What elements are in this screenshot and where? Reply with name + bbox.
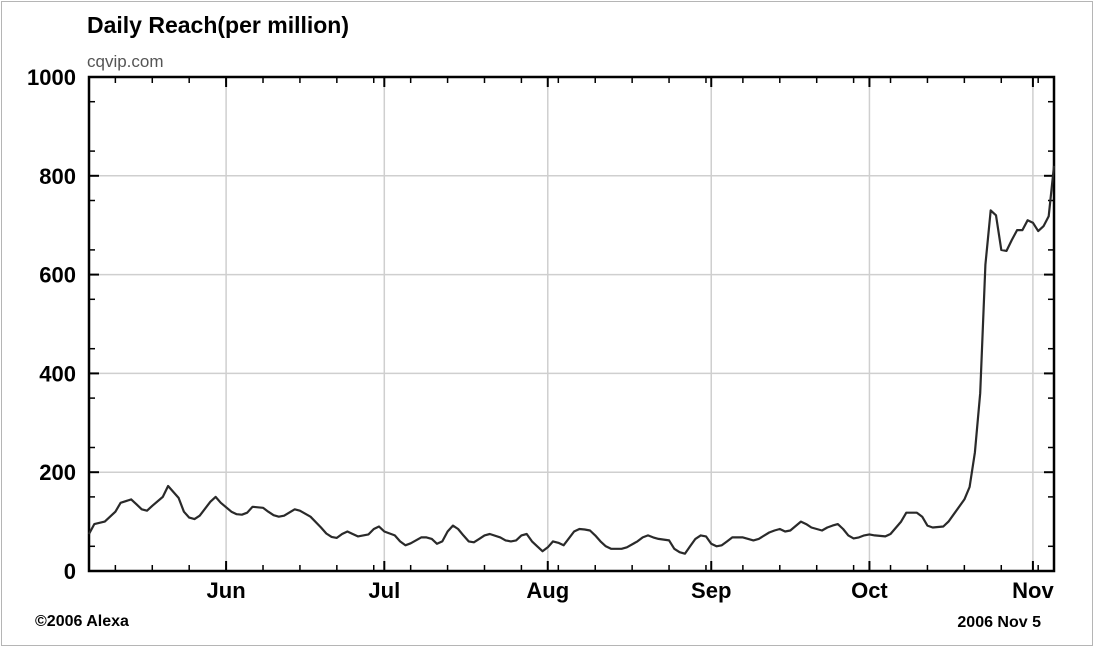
y-axis-labels: 1000 800 600 400 200 0 [27,65,76,584]
y-tick-label: 200 [39,460,76,485]
x-tick-label: Oct [851,578,888,603]
chart-subtitle: cqvip.com [87,52,164,71]
y-tick-label: 400 [39,361,76,386]
x-tick-label: Nov [1012,578,1054,603]
series-line-daily-reach [88,165,1056,555]
grid-lines [89,77,1054,571]
x-tick-label: Aug [526,578,569,603]
copyright-text: ©2006 Alexa [35,613,129,630]
x-tick-label: Sep [691,578,731,603]
plot-area-border [87,75,1056,573]
x-tick-label: Jul [368,578,400,603]
x-axis-labels: Jun Jul Aug Sep Oct Nov [207,578,1055,603]
y-tick-label: 600 [39,263,76,288]
date-stamp: 2006 Nov 5 [957,614,1041,631]
y-tick-label: 0 [64,559,76,584]
chart-title: Daily Reach(per million) [87,12,349,38]
y-tick-label: 1000 [27,65,76,90]
x-tick-label: Jun [207,578,246,603]
axis-ticks [89,76,1054,572]
y-tick-label: 800 [39,164,76,189]
